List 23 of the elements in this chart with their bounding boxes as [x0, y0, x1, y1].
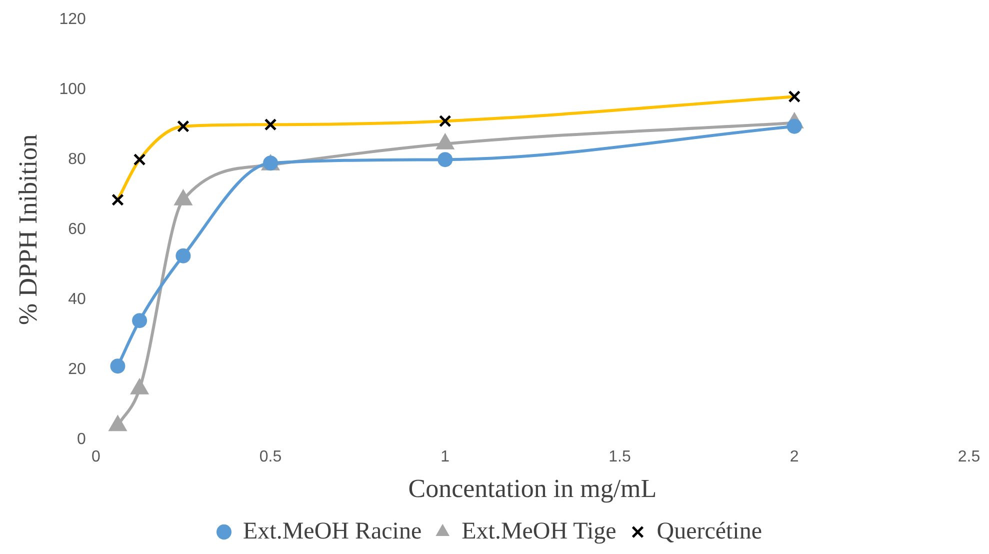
y-axis-title: % DPPH Inibition — [13, 134, 42, 325]
y-tick-label: 120 — [59, 11, 86, 28]
y-tick-label: 40 — [68, 291, 86, 308]
x-tick-label: 1 — [440, 448, 450, 466]
x-tick-label: 2.5 — [958, 448, 980, 466]
legend-label: Ext.MeOH Tige — [462, 518, 616, 544]
point — [176, 248, 191, 264]
y-tick-label: 0 — [76, 431, 86, 448]
x-tick-label: 0 — [91, 448, 100, 466]
point — [438, 152, 453, 168]
y-tick-label: 80 — [68, 151, 86, 168]
y-tick-label: 60 — [68, 221, 86, 238]
x-tick-label: 1.5 — [608, 448, 631, 466]
legend-label: Ext.MeOH Racine — [242, 518, 422, 544]
legend-label: Quercétine — [656, 518, 762, 544]
x-tick-label: 2 — [790, 448, 799, 466]
y-tick-label: 100 — [59, 81, 86, 98]
point — [110, 358, 126, 374]
x-axis-title: Concentation in mg/mL — [408, 474, 657, 504]
point — [786, 118, 802, 134]
y-tick-label: 20 — [68, 361, 86, 378]
x-tick-label: 0.5 — [259, 448, 282, 466]
point — [132, 313, 148, 328]
